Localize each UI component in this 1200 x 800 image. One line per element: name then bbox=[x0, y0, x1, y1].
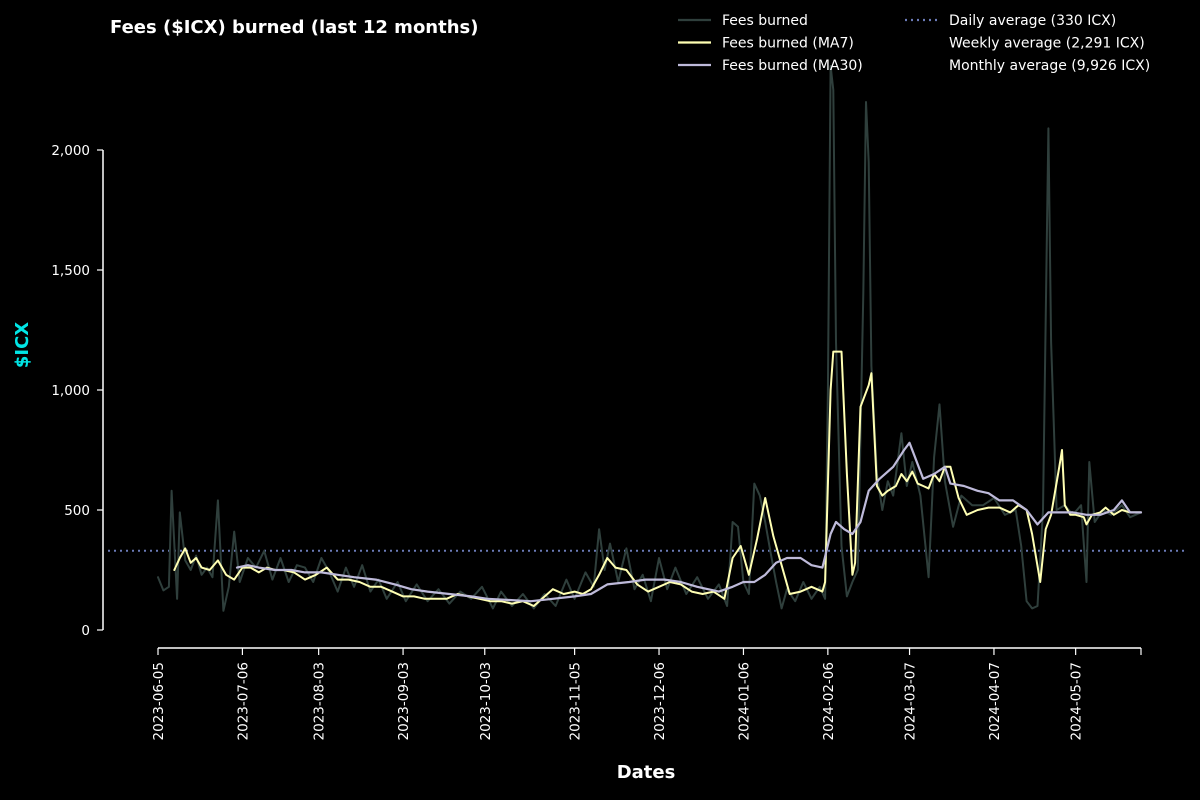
series-layer bbox=[157, 65, 1143, 612]
series-line-fees-burned bbox=[157, 65, 1142, 612]
x-tick-label: 2023-12-06 bbox=[652, 662, 668, 740]
legend-label: Fees burned (MA7) bbox=[722, 36, 854, 52]
y-tick-label: 0 bbox=[81, 623, 90, 639]
legend-label: Monthly average (9,926 ICX) bbox=[949, 58, 1150, 74]
chart-title: Fees ($ICX) burned (last 12 months) bbox=[110, 17, 478, 38]
x-tick-label: 2024-04-07 bbox=[987, 662, 1003, 740]
legend-label: Fees burned bbox=[722, 13, 808, 29]
x-ticks: 2023-06-05 2023-07-06 2023-08-03 2023-09-03… bbox=[151, 648, 1142, 740]
x-tick-label: 2024-02-06 bbox=[821, 662, 837, 740]
x-tick-label: 2023-08-03 bbox=[312, 662, 328, 740]
x-tick-label: 2024-05-07 bbox=[1069, 662, 1085, 740]
x-tick-label: 2023-11-05 bbox=[568, 662, 584, 740]
legend: Fees burned Fees burned (MA7) Fees burned … bbox=[678, 13, 1150, 74]
x-tick-label: 2023-07-06 bbox=[235, 662, 251, 740]
x-tick-label: 2023-10-03 bbox=[478, 662, 494, 740]
legend-label: Fees burned (MA30) bbox=[722, 58, 863, 74]
legend-label: Weekly average (2,291 ICX) bbox=[949, 36, 1145, 52]
x-tick-label: 2024-03-07 bbox=[903, 662, 919, 740]
x-tick-label: 2023-09-03 bbox=[396, 662, 412, 740]
legend-label: Daily average (330 ICX) bbox=[949, 13, 1116, 29]
y-axis-label: $ICX bbox=[12, 322, 33, 368]
y-tick-label: 2,000 bbox=[51, 143, 90, 159]
y-tick-label: 500 bbox=[64, 503, 90, 519]
series-line-fees-burned-ma30 bbox=[235, 441, 1143, 603]
y-ticks: 0 500 1,000 1,500 2,000 bbox=[51, 143, 103, 639]
x-axis-label: Dates bbox=[617, 762, 676, 783]
series-line-fees-burned-ma7 bbox=[173, 350, 1142, 607]
x-tick-label: 2024-01-06 bbox=[736, 662, 752, 740]
x-tick-label: 2023-06-05 bbox=[151, 662, 167, 740]
y-tick-label: 1,000 bbox=[51, 383, 90, 399]
y-tick-label: 1,500 bbox=[51, 263, 90, 279]
